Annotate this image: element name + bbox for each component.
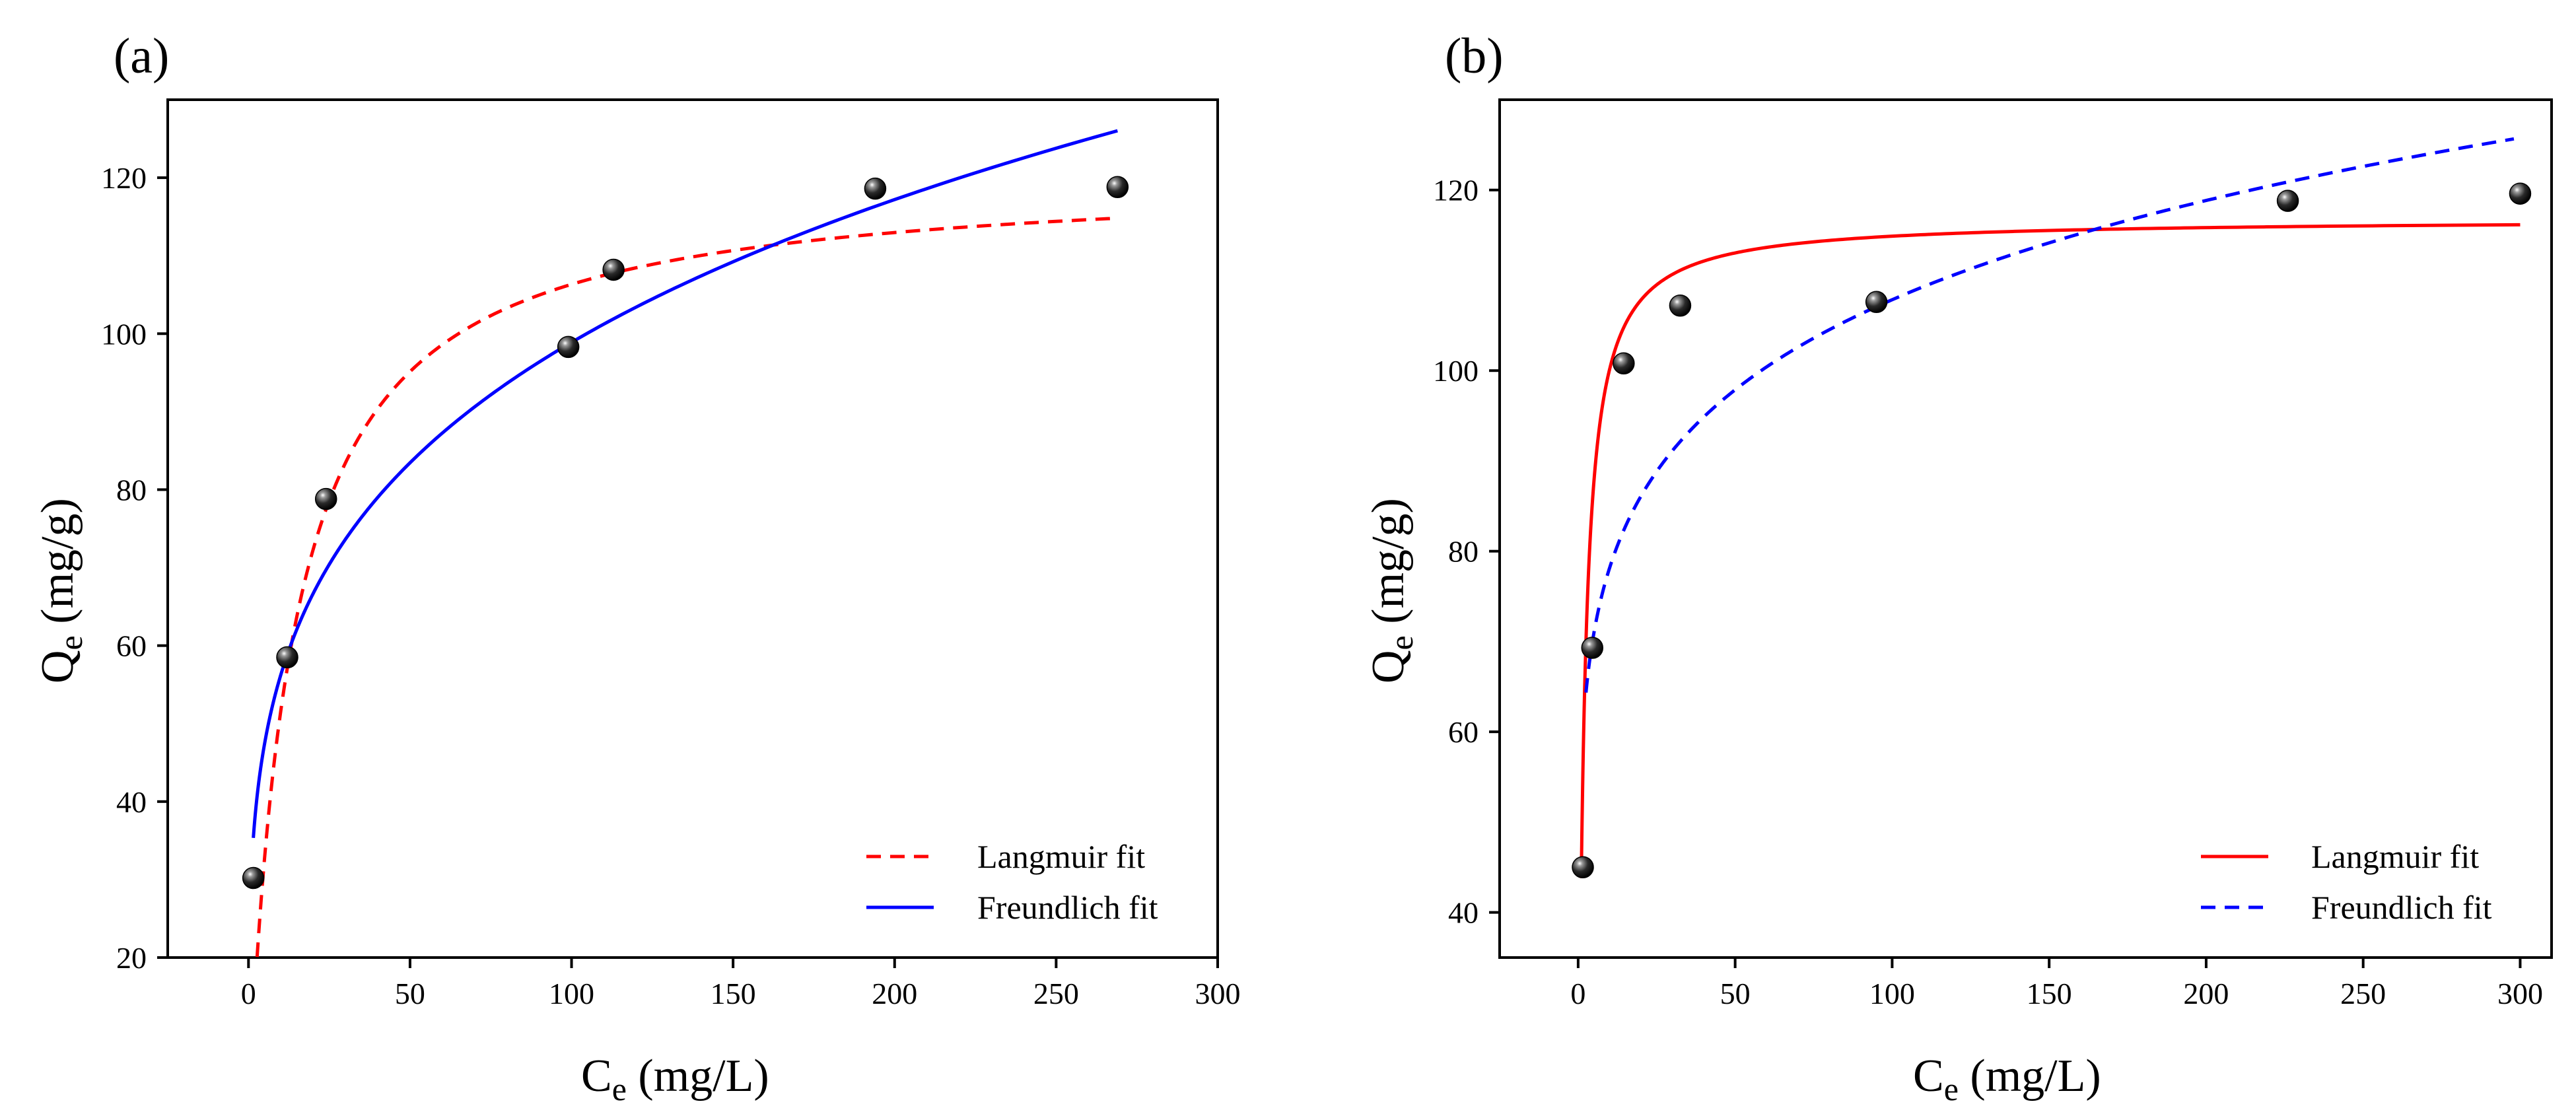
x-axis-title-main-a: C (581, 1051, 612, 1102)
y-axis-title-main-a: Q (32, 650, 83, 683)
y-axis-title-sub-a: e (52, 635, 89, 650)
x-tick-label-b-200: 200 (2183, 977, 2229, 1010)
plot-frame-a (166, 98, 1219, 959)
data-point-a-0 (242, 866, 265, 890)
data-point-a-6 (1106, 176, 1129, 199)
y-axis-title-unit-b: (mg/g) (1363, 498, 1414, 635)
x-axis-title-sub-a: e (612, 1070, 627, 1107)
y-tick-label-a-80: 80 (116, 473, 147, 507)
y-tick-label-b-60: 60 (1448, 715, 1479, 749)
data-point-a-3 (557, 335, 580, 359)
x-tick-label-a-200: 200 (872, 977, 917, 1010)
data-point-b-1 (1581, 637, 1604, 659)
plot-frame-b (1498, 98, 2553, 959)
x-tick-label-a-100: 100 (549, 977, 594, 1010)
data-point-b-2 (1613, 352, 1635, 375)
x-axis-title-unit-b: (mg/L) (1959, 1051, 2101, 1102)
x-axis-title-unit-a: (mg/L) (627, 1051, 769, 1102)
data-point-b-5 (2276, 190, 2299, 212)
y-tick-label-a-40: 40 (116, 785, 147, 819)
x-axis-title-b: Ce (mg/L) (1913, 1051, 2101, 1107)
chart-panel-a: (a) 0 50 100 150 200 250 300 20 40 60 80 100 120 Lan… (32, 28, 1241, 1107)
x-tick-label-b-100: 100 (1869, 977, 1915, 1010)
y-axis-title-unit-a: (mg/g) (32, 498, 83, 635)
plot-area-b: 0 50 100 150 200 250 300 40 60 80 100 120 (1433, 137, 2543, 1010)
x-axis-title-a: Ce (mg/L) (581, 1051, 769, 1107)
y-tick-label-a-20: 20 (116, 941, 147, 975)
y-tick-label-a-60: 60 (116, 629, 147, 663)
data-point-a-2 (314, 487, 337, 510)
data-point-a-1 (276, 646, 298, 669)
plot-area-a: 0 50 100 150 200 250 300 20 40 60 80 100 120 (101, 129, 1241, 1010)
y-axis-title-sub-b: e (1383, 635, 1420, 650)
x-tick-label-a-50: 50 (395, 977, 425, 1010)
data-point-b-3 (1669, 295, 1692, 317)
x-tick-label-b-150: 150 (2027, 977, 2072, 1010)
y-tick-label-b-80: 80 (1448, 535, 1479, 569)
y-axis-title-main-b: Q (1363, 650, 1414, 683)
x-tick-label-b-0: 0 (1570, 977, 1585, 1010)
data-point-a-4 (602, 258, 625, 281)
legend-b: Langmuir fit Freundlich fit (2201, 838, 2492, 926)
fit-line-langmuir-a (255, 216, 1118, 958)
x-axis-title-main-b: C (1913, 1051, 1944, 1102)
y-tick-label-b-120: 120 (1433, 174, 1479, 207)
legend-label-freundlich-b: Freundlich fit (2311, 889, 2492, 926)
y-tick-label-a-100: 100 (101, 317, 147, 351)
y-tick-label-b-100: 100 (1433, 354, 1479, 388)
x-tick-label-b-50: 50 (1720, 977, 1751, 1010)
legend-label-langmuir-b: Langmuir fit (2311, 838, 2479, 875)
x-tick-label-a-150: 150 (711, 977, 756, 1010)
x-tick-label-a-250: 250 (1033, 977, 1079, 1010)
y-tick-label-a-120: 120 (101, 161, 147, 195)
panel-label-b: (b) (1445, 28, 1504, 84)
data-point-a-5 (864, 177, 887, 200)
y-tick-label-b-40: 40 (1448, 896, 1479, 930)
legend-label-langmuir-a: Langmuir fit (977, 838, 1145, 875)
fit-line-langmuir-b (1580, 223, 2521, 878)
fit-line-freundlich-b (1584, 137, 2515, 693)
x-tick-label-b-250: 250 (2340, 977, 2386, 1010)
x-axis-title-sub-b: e (1944, 1070, 1959, 1107)
chart-panel-b: (b) 0 50 100 150 200 250 300 40 60 80 100 120 Langm… (1363, 28, 2553, 1107)
y-axis-title-b: Qe (mg/g) (1363, 498, 1420, 683)
x-tick-label-a-0: 0 (241, 977, 256, 1010)
x-tick-label-b-300: 300 (2497, 977, 2543, 1010)
fit-line-freundlich-a (252, 129, 1119, 839)
data-point-b-6 (2509, 182, 2532, 205)
y-axis-title-a: Qe (mg/g) (32, 498, 89, 683)
data-point-b-4 (1865, 291, 1888, 314)
x-tick-label-a-300: 300 (1195, 977, 1241, 1010)
panel-label-a: (a) (114, 28, 169, 84)
legend-label-freundlich-a: Freundlich fit (977, 889, 1158, 926)
legend-a: Langmuir fit Freundlich fit (866, 838, 1158, 926)
data-point-b-0 (1572, 856, 1594, 879)
